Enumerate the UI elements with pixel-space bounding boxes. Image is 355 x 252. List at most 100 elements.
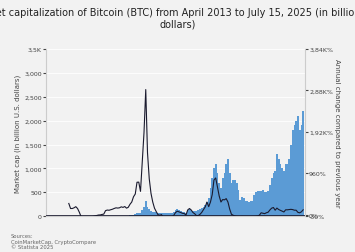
Bar	[189, 209, 190, 216]
Bar	[133, 215, 135, 216]
Bar	[290, 145, 292, 216]
Bar	[157, 213, 159, 216]
Bar	[264, 193, 266, 216]
Bar	[136, 213, 138, 216]
Bar	[262, 190, 264, 216]
Bar	[138, 213, 140, 216]
Bar	[215, 164, 217, 216]
Bar	[295, 121, 297, 216]
Bar	[230, 183, 232, 216]
Bar	[197, 210, 199, 216]
Y-axis label: Annual change compared to previous year: Annual change compared to previous year	[334, 59, 340, 207]
Bar	[241, 197, 243, 216]
Bar	[257, 191, 258, 216]
Bar	[206, 202, 208, 216]
Bar	[292, 131, 294, 216]
Bar	[294, 126, 295, 216]
Bar	[182, 212, 183, 216]
Bar	[185, 213, 187, 216]
Bar	[192, 211, 194, 216]
Bar	[283, 171, 285, 216]
Bar	[248, 202, 250, 216]
Bar	[129, 215, 131, 216]
Bar	[162, 214, 164, 216]
Bar	[145, 201, 147, 216]
Bar	[135, 214, 136, 216]
Bar	[237, 190, 239, 216]
Bar	[211, 178, 213, 216]
Bar	[252, 201, 253, 216]
Bar	[152, 212, 154, 216]
Bar	[271, 178, 273, 216]
Text: Market capitalization of Bitcoin (BTC) from April 2013 to July 15, 2025 (in bill: Market capitalization of Bitcoin (BTC) f…	[0, 8, 355, 29]
Bar	[208, 198, 209, 216]
Bar	[273, 174, 274, 216]
Bar	[169, 213, 171, 216]
Bar	[199, 209, 201, 216]
Bar	[269, 185, 271, 216]
Bar	[246, 201, 248, 216]
Bar	[220, 188, 222, 216]
Bar	[236, 183, 237, 216]
Bar	[187, 210, 189, 216]
Bar	[243, 198, 245, 216]
Bar	[204, 205, 206, 216]
Text: Sources:
CoinMarketCap, CryptoCompare
© Statista 2025: Sources: CoinMarketCap, CryptoCompare © …	[11, 233, 96, 249]
Bar	[278, 159, 279, 216]
Bar	[178, 210, 180, 216]
Bar	[234, 181, 236, 216]
Bar	[217, 174, 218, 216]
Bar	[299, 131, 301, 216]
Bar	[175, 210, 176, 216]
Bar	[297, 116, 299, 216]
Bar	[173, 212, 175, 216]
Bar	[255, 193, 257, 216]
Bar	[201, 208, 203, 216]
Bar	[150, 211, 152, 216]
Bar	[168, 214, 169, 216]
Bar	[250, 202, 252, 216]
Bar	[286, 164, 288, 216]
Bar	[143, 207, 145, 216]
Bar	[225, 164, 227, 216]
Bar	[260, 191, 262, 216]
Bar	[266, 193, 267, 216]
Bar	[239, 200, 241, 216]
Bar	[301, 126, 302, 216]
Bar	[196, 211, 197, 216]
Bar	[166, 214, 168, 216]
Bar	[194, 211, 196, 216]
Bar	[288, 159, 290, 216]
Bar	[218, 183, 220, 216]
Bar	[154, 212, 155, 216]
Bar	[232, 181, 234, 216]
Bar	[285, 164, 286, 216]
Bar	[279, 164, 281, 216]
Bar	[183, 213, 185, 216]
Bar	[253, 195, 255, 216]
Bar	[160, 213, 162, 216]
Bar	[224, 174, 225, 216]
Bar	[140, 214, 141, 216]
Bar	[176, 209, 178, 216]
Bar	[245, 201, 246, 216]
Bar	[171, 213, 173, 216]
Bar	[302, 112, 304, 216]
Bar	[141, 210, 143, 216]
Bar	[203, 207, 204, 216]
Bar	[276, 154, 278, 216]
Bar	[159, 213, 160, 216]
Bar	[190, 210, 192, 216]
Bar	[209, 188, 211, 216]
Bar	[147, 207, 148, 216]
Bar	[267, 191, 269, 216]
Bar	[281, 169, 283, 216]
Bar	[227, 159, 229, 216]
Bar	[213, 169, 215, 216]
Bar	[155, 213, 157, 216]
Bar	[229, 174, 230, 216]
Bar	[164, 213, 166, 216]
Bar	[148, 209, 150, 216]
Bar	[131, 215, 133, 216]
Bar	[274, 171, 276, 216]
